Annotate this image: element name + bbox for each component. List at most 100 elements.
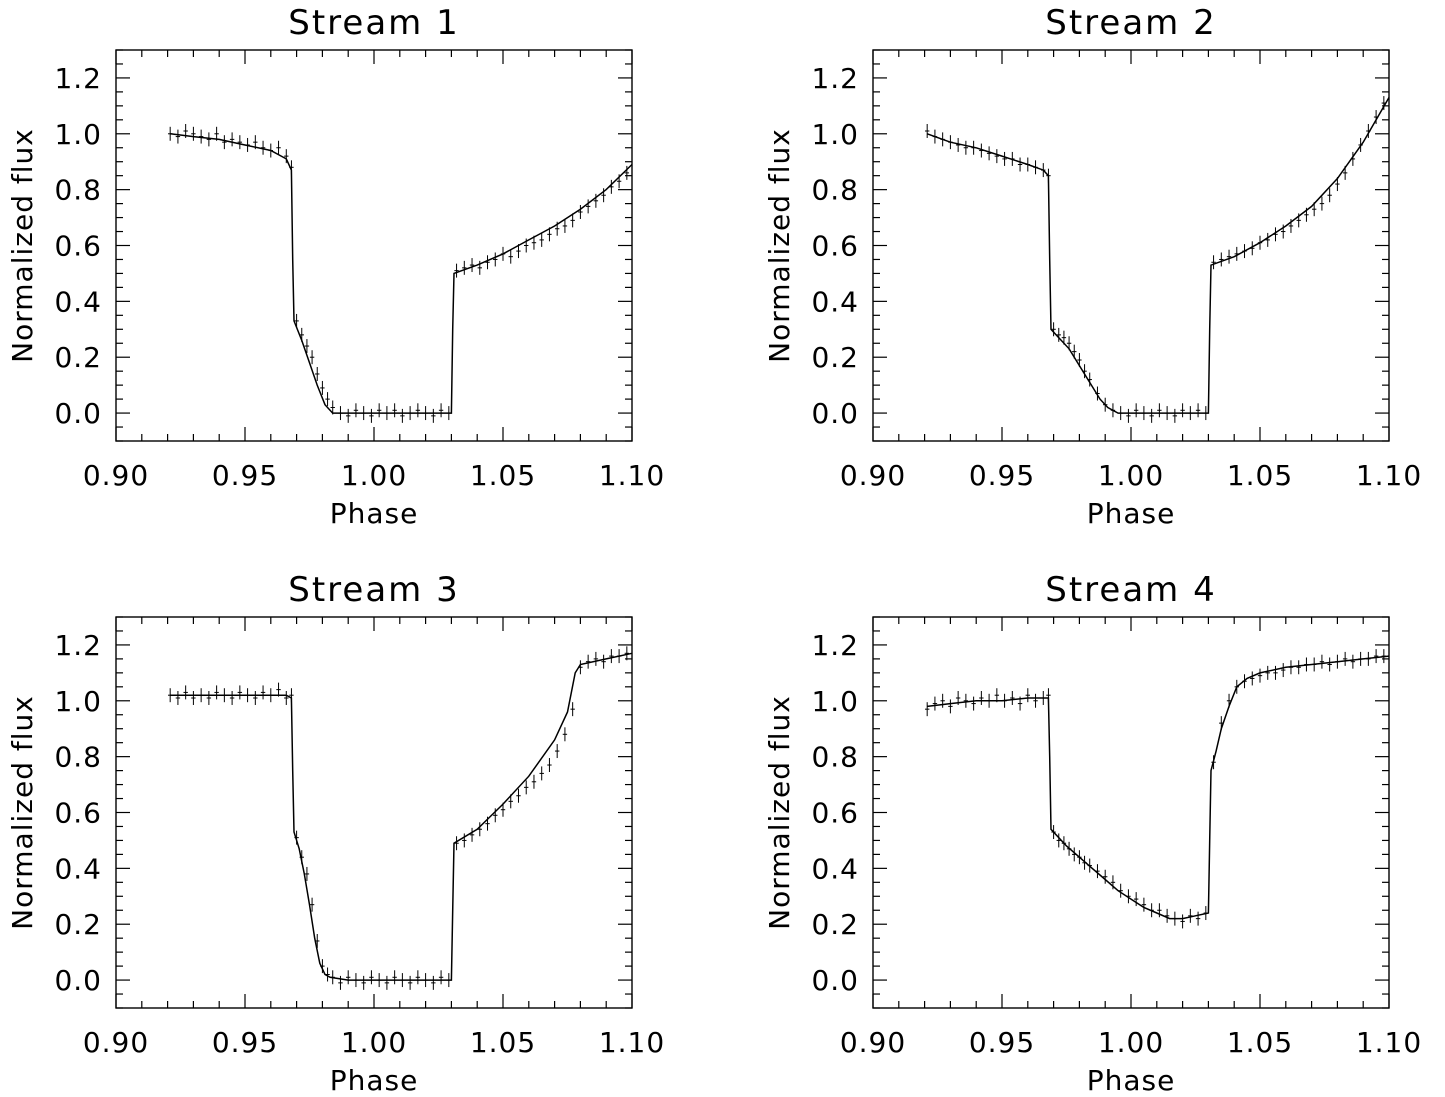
x-tick-label: 1.10: [599, 459, 665, 492]
data-point: [330, 970, 335, 985]
data-point: [1381, 649, 1387, 664]
data-point: [325, 392, 330, 407]
data-point: [994, 688, 1000, 703]
data-point: [454, 263, 459, 278]
data-point: [376, 973, 382, 988]
data-point: [320, 959, 325, 974]
data-point: [585, 654, 591, 669]
data-point: [554, 221, 560, 236]
data-point: [1095, 864, 1100, 879]
data-point: [1103, 397, 1108, 412]
x-tick-label: 1.00: [1098, 459, 1164, 492]
x-tick-label: 1.10: [1356, 459, 1422, 492]
y-tick-label: 0.6: [811, 230, 859, 263]
data-point: [384, 406, 390, 421]
data-point: [986, 693, 992, 708]
data-point: [1226, 249, 1232, 264]
data-point: [1046, 688, 1051, 703]
data-point: [276, 682, 281, 697]
x-tick-label: 1.05: [470, 1026, 536, 1059]
data-point: [206, 691, 212, 705]
x-tick-label: 0.95: [212, 459, 278, 492]
data-point: [299, 850, 304, 865]
data-point: [361, 406, 366, 421]
data-point: [955, 137, 961, 152]
y-tick-label: 0.6: [54, 230, 102, 263]
data-point: [1203, 906, 1209, 921]
data-point: [191, 126, 196, 141]
data-point: [1133, 892, 1139, 907]
chart-title: Stream 4: [1045, 570, 1216, 610]
data-point: [276, 140, 281, 155]
data-point: [1335, 654, 1340, 669]
y-axis-label: Normalized flux: [6, 128, 39, 363]
data-point: [304, 339, 310, 354]
data-point: [353, 973, 359, 988]
chart-title: Stream 3: [288, 570, 459, 610]
data-point: [1077, 850, 1082, 865]
data-point: [1311, 202, 1317, 217]
data-point: [315, 933, 320, 948]
data-point: [462, 260, 467, 275]
chart-title: Stream 2: [1045, 3, 1216, 43]
y-tick-label: 1.0: [54, 685, 102, 718]
data-point: [1304, 657, 1309, 672]
data-point: [1296, 660, 1301, 675]
data-point: [1110, 403, 1116, 418]
data-point: [1149, 903, 1154, 918]
data-point: [1296, 213, 1301, 228]
data-point: [167, 126, 173, 141]
data-point: [1335, 177, 1340, 192]
data-point: [508, 249, 513, 264]
y-tick-label: 0.8: [54, 741, 102, 774]
data-point: [338, 406, 343, 421]
data-point: [183, 124, 188, 138]
data-point: [500, 802, 506, 817]
data-point: [971, 696, 976, 711]
data-point: [299, 327, 304, 342]
y-tick-label: 1.2: [811, 62, 859, 95]
data-point: [222, 135, 227, 150]
data-point: [400, 408, 405, 423]
plot-frame: [872, 616, 1390, 1009]
data-point: [1219, 252, 1224, 267]
data-point: [616, 174, 622, 189]
data-point: [1281, 663, 1286, 678]
data-point: [1180, 914, 1185, 929]
data-point: [616, 649, 622, 664]
y-axis-label: Normalized flux: [763, 695, 796, 930]
chart-panel-1: Stream 1 0.90 0.95 1.00 1.05 1.10 0.0 0.2 0.4 0.6…: [6, 3, 665, 530]
chart-panel-3: Stream 3 0.90 0.95 1.00 1.05 1.10 0.0 0.2 0.4 0.6…: [6, 570, 664, 1097]
data-point: [578, 660, 583, 675]
x-tick-label: 0.95: [969, 459, 1035, 492]
data-point: [578, 205, 583, 219]
data-point: [1188, 908, 1193, 923]
data-point: [1025, 157, 1030, 172]
data-point: [1195, 403, 1201, 418]
y-tick-label: 0.4: [54, 285, 102, 318]
data-point: [1002, 693, 1007, 708]
data-point: [1010, 151, 1015, 166]
data-point: [1319, 196, 1325, 211]
data-point: [1164, 406, 1170, 421]
data-point: [268, 143, 273, 158]
data-points: [167, 124, 630, 423]
data-point: [415, 403, 421, 418]
x-tick-label: 1.05: [470, 459, 536, 492]
data-point: [469, 258, 475, 273]
data-point: [1041, 163, 1046, 178]
data-point: [948, 699, 953, 714]
data-point: [1066, 841, 1072, 856]
x-tick-label: 0.90: [83, 459, 149, 492]
data-point: [454, 836, 459, 851]
model-curve: [170, 133, 633, 414]
data-point: [253, 135, 258, 150]
data-point: [593, 193, 599, 208]
data-point: [1056, 833, 1061, 848]
data-point: [500, 246, 506, 261]
data-point: [1219, 716, 1224, 731]
data-point: [1033, 160, 1038, 175]
data-point: [245, 137, 250, 152]
data-point: [1133, 403, 1139, 418]
data-point: [1350, 151, 1356, 166]
